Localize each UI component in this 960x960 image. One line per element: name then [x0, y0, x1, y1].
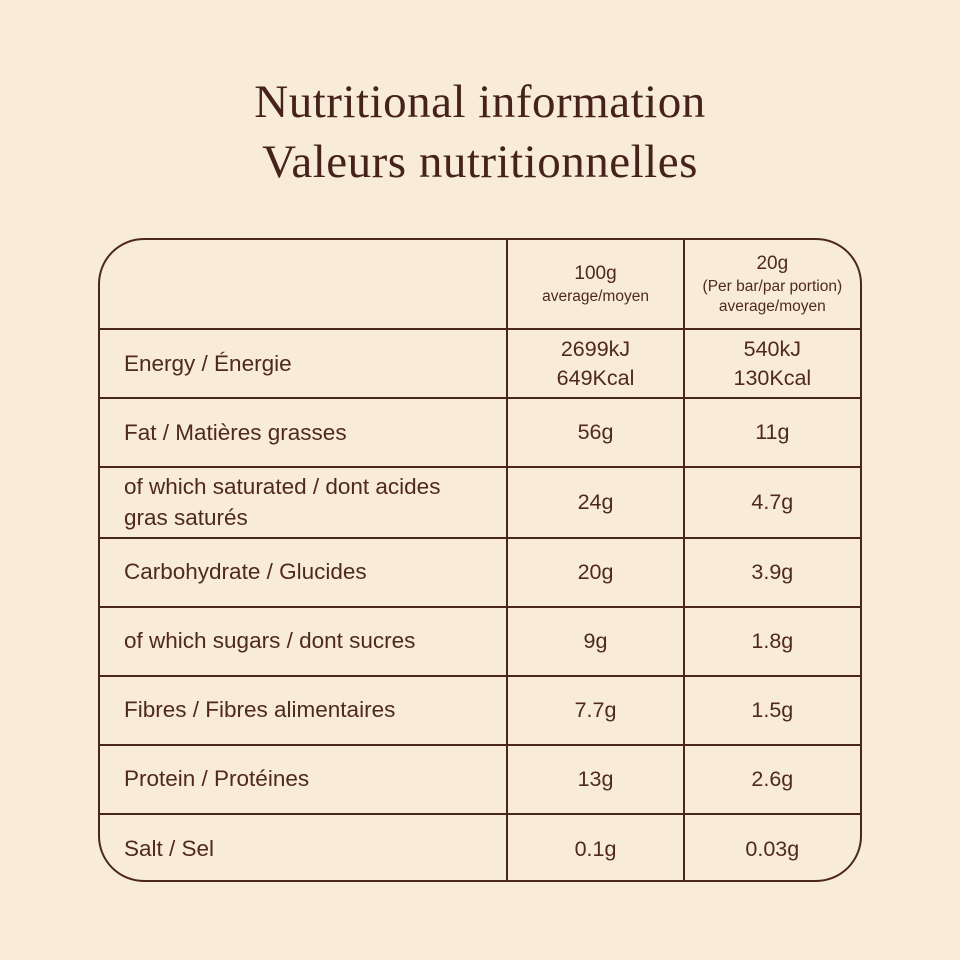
- row-label: of which saturated / dont acides gras sa…: [100, 466, 509, 540]
- row-value-20g: 0.03g: [682, 813, 860, 881]
- table-row-fat: Fat / Matières grasses 56g 11g: [100, 397, 860, 469]
- row-value-20g: 11g: [682, 397, 860, 469]
- header-100g-amount: 100g: [574, 262, 617, 284]
- header-row: 100g average/moyen 20g (Per bar/par port…: [100, 240, 860, 331]
- row-value-20g: 2.6g: [682, 744, 860, 816]
- table-row-energy: Energy / Énergie 2699kJ 649Kcal 540kJ 13…: [100, 328, 860, 400]
- header-20g-per-bar-label: (Per bar/par portion): [702, 277, 843, 295]
- row-value-100g: 24g: [506, 466, 685, 540]
- row-value-20g: 4.7g: [682, 466, 860, 540]
- row-value-100g: 0.1g: [506, 813, 685, 881]
- row-value-100g: 7.7g: [506, 675, 685, 747]
- row-label: Salt / Sel: [100, 813, 509, 881]
- row-value-20g: 3.9g: [682, 537, 860, 609]
- row-value-100g: 2699kJ 649Kcal: [506, 328, 685, 400]
- header-col-20g: 20g (Per bar/par portion) average/moyen: [682, 240, 860, 331]
- table-row-fibres: Fibres / Fibres alimentaires 7.7g 1.5g: [100, 675, 860, 747]
- row-label: of which sugars / dont sucres: [100, 606, 509, 678]
- row-value-100g: 56g: [506, 397, 685, 469]
- table-row-carbohydrate: Carbohydrate / Glucides 20g 3.9g: [100, 537, 860, 609]
- table-row-salt: Salt / Sel 0.1g 0.03g: [100, 813, 860, 881]
- nutrition-table-container: 100g average/moyen 20g (Per bar/par port…: [98, 238, 862, 883]
- header-empty-cell: [100, 240, 509, 331]
- title-line-english: Nutritional information: [254, 76, 706, 128]
- header-100g-average-label: average/moyen: [542, 287, 649, 305]
- table-row-protein: Protein / Protéines 13g 2.6g: [100, 744, 860, 816]
- row-value-20g: 1.5g: [682, 675, 860, 747]
- row-value-100g: 9g: [506, 606, 685, 678]
- row-label: Fat / Matières grasses: [100, 397, 509, 469]
- row-value-100g: 13g: [506, 744, 685, 816]
- row-value-20g: 1.8g: [682, 606, 860, 678]
- table-row-sugars: of which sugars / dont sucres 9g 1.8g: [100, 606, 860, 678]
- row-value-20g: 540kJ 130Kcal: [682, 328, 860, 400]
- row-label: Fibres / Fibres alimentaires: [100, 675, 509, 747]
- nutrition-table: 100g average/moyen 20g (Per bar/par port…: [100, 240, 860, 881]
- row-label: Protein / Protéines: [100, 744, 509, 816]
- header-col-100g: 100g average/moyen: [506, 240, 685, 331]
- header-20g-amount: 20g: [756, 252, 789, 274]
- page-title: Nutritional information Valeurs nutritio…: [0, 0, 960, 192]
- header-20g-average-label: average/moyen: [718, 297, 826, 315]
- row-label: Carbohydrate / Glucides: [100, 537, 509, 609]
- row-value-100g: 20g: [506, 537, 685, 609]
- row-label: Energy / Énergie: [100, 328, 509, 400]
- table-row-saturated: of which saturated / dont acides gras sa…: [100, 466, 860, 540]
- title-line-french: Valeurs nutritionnelles: [262, 136, 698, 189]
